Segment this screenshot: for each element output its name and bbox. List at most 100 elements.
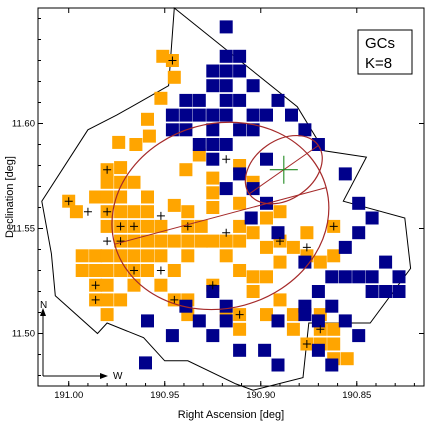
gc-pixel-high	[338, 314, 352, 328]
gc-pixel-high	[165, 108, 179, 122]
y-axis-ticks: 11.50 11.55 11.60	[12, 18, 424, 376]
survey-footprint	[41, 7, 412, 391]
gc-pixel-high	[219, 182, 233, 196]
gc-pixel-high	[298, 308, 312, 322]
gc-cross-marker	[130, 266, 139, 275]
legend-box: GCs K=8	[357, 29, 413, 75]
footprint-outline	[41, 7, 412, 391]
y-tick-label: 11.50	[12, 329, 35, 340]
gc-pixel-low	[194, 219, 208, 233]
gc-pixel-low	[181, 249, 195, 263]
gc-pixel-high	[206, 64, 220, 78]
gc-cross-marker	[302, 340, 311, 348]
gc-pixel-high	[219, 93, 233, 107]
gc-pixel-high	[246, 79, 260, 93]
gc-cross-marker	[208, 281, 217, 290]
legend-line-2: K=8	[365, 55, 392, 72]
gc-pixel-high	[379, 255, 393, 269]
center-cross	[269, 155, 298, 184]
gc-pixel-low	[154, 91, 168, 105]
gc-pixel-low	[286, 322, 300, 336]
gc-pixel-high	[165, 123, 179, 137]
gc-pixel-low	[156, 49, 170, 63]
gc-pixel-high	[338, 240, 352, 254]
gc-pixel-low	[141, 205, 154, 219]
gc-cross-marker	[235, 310, 244, 319]
gc-pixel-high	[352, 329, 366, 343]
gc-cross-marker	[83, 207, 92, 216]
gc-pixel-low	[194, 234, 208, 248]
gc-pixel-low	[327, 322, 341, 336]
gc-pixel-low	[233, 234, 247, 248]
gc-cross-marker	[222, 155, 231, 164]
gc-pixel-low	[181, 205, 195, 219]
gc-cross-marker	[116, 237, 125, 246]
gc-pixel-low	[154, 249, 168, 263]
gc-pixel-low	[233, 219, 247, 233]
gc-pixel-high	[392, 270, 406, 284]
gc-pixel-high	[219, 299, 233, 313]
gc-pixel-low	[100, 264, 114, 277]
gc-cross-marker	[183, 222, 192, 231]
gc-pixel-high	[365, 211, 379, 225]
gc-pixel-low	[260, 270, 273, 284]
gc-pixel-high	[233, 93, 247, 107]
gc-pixel-high	[179, 93, 193, 107]
gc-pixel-high	[325, 358, 339, 372]
gc-pixel-low	[327, 249, 341, 263]
y-tick-label: 11.55	[12, 224, 35, 235]
gc-pixel-high	[325, 270, 339, 284]
legend-line-1: GCs	[365, 35, 395, 52]
gc-cross-marker	[130, 222, 139, 231]
gc-pixel-low	[114, 205, 128, 219]
gc-pixel-high	[219, 64, 233, 78]
gc-pixel-high	[206, 79, 220, 93]
x-axis-ticks: 191.00 190.95 190.90 190.85	[54, 8, 415, 401]
gc-pixel-low	[127, 175, 141, 189]
gc-pixel-low	[114, 264, 128, 277]
gc-pixel-low	[141, 249, 154, 263]
gc-pixel-low	[167, 234, 181, 248]
gc-pixel-low	[154, 234, 168, 248]
gc-pixel-high	[244, 211, 258, 225]
gc-cross-marker	[103, 207, 112, 216]
gc-pixel-high	[311, 343, 325, 357]
gc-pixel-low	[89, 190, 103, 204]
gc-pixel-high	[206, 152, 220, 166]
gc-pixel-high	[311, 314, 325, 328]
gc-pixel-high	[206, 108, 220, 122]
gc-pixel-high	[219, 108, 233, 122]
gc-cross-marker	[91, 281, 100, 290]
gc-pixel-high	[338, 167, 352, 181]
gc-pixel-low	[192, 148, 206, 162]
gc-pixel-high	[179, 299, 193, 313]
gc-pixel-high	[311, 285, 325, 298]
gc-crosses	[64, 56, 338, 348]
gc-pixel-low	[114, 161, 128, 175]
gc-pixel-low	[114, 293, 128, 307]
center-cross-marker	[269, 155, 298, 184]
gc-pixel-high	[258, 343, 272, 357]
gc-pixel-low	[260, 211, 273, 225]
gc-pixel-low	[219, 249, 233, 263]
gc-pixel-low	[129, 138, 143, 151]
gc-pixel-high	[233, 49, 247, 63]
gc-pixel-low	[112, 135, 126, 149]
gc-pixel-high	[246, 182, 260, 196]
ellipses	[111, 121, 330, 311]
gc-pixel-high	[352, 270, 366, 284]
gc-pixel-low	[167, 198, 181, 212]
gc-pixel-high	[352, 226, 366, 240]
gc-pixel-high	[285, 108, 298, 122]
gc-pixel-high	[233, 123, 247, 137]
gc-pixel-high	[141, 314, 154, 328]
gc-pixel-low	[233, 322, 247, 336]
gc-pixel-high	[192, 314, 206, 328]
gc-pixel-low	[141, 264, 154, 277]
y-axis-label: Declination [deg]	[4, 156, 16, 238]
west-arrow-head	[100, 373, 108, 379]
gc-pixel-low	[286, 308, 300, 322]
gc-pixel-high	[271, 358, 285, 372]
gc-cross-marker	[170, 295, 179, 304]
x-tick-label: 190.90	[246, 390, 275, 401]
